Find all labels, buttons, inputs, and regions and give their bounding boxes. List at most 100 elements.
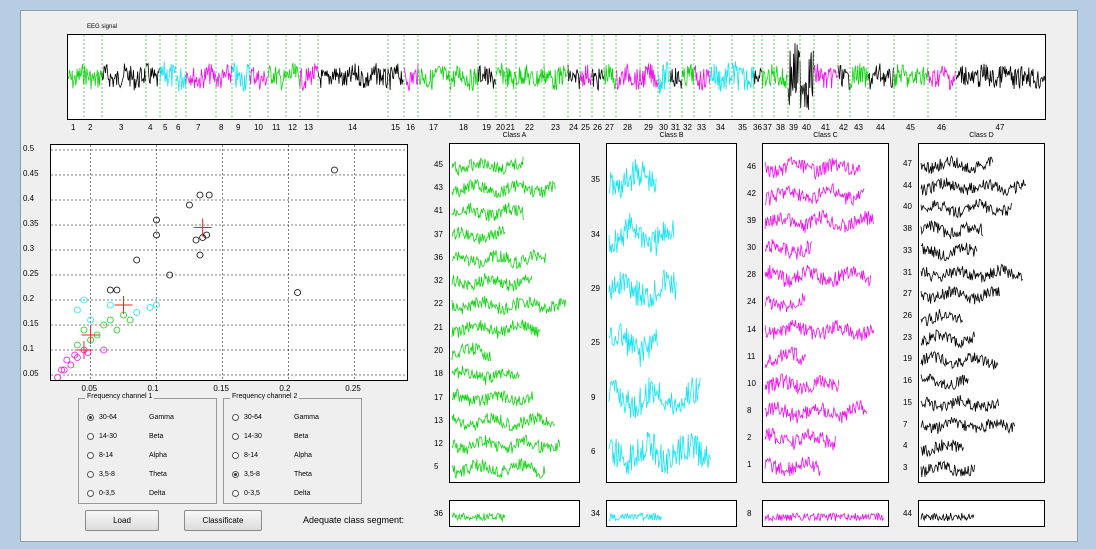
band-name: Delta	[149, 489, 166, 497]
class-segment-trace	[451, 342, 492, 362]
radio-alpha[interactable]: 8-14 Alpha	[87, 449, 212, 461]
class-segment-trace	[920, 155, 994, 174]
segment-label: 2	[747, 433, 752, 443]
radio-button-icon[interactable]	[87, 470, 94, 478]
eeg-segment-trace	[657, 61, 671, 94]
radio-button-icon[interactable]	[232, 413, 239, 421]
eeg-segment-trace	[591, 68, 605, 92]
eeg-segment-label: 13	[304, 123, 313, 132]
adequate-trace	[608, 512, 663, 522]
eeg-segment-trace	[495, 63, 507, 84]
eeg-segment-trace	[669, 68, 683, 89]
class-traces-svg	[608, 159, 711, 475]
scatter-point	[106, 301, 114, 309]
radio-gamma[interactable]: 30-64 Gamma	[232, 411, 357, 423]
radio-alpha[interactable]: 8-14 Alpha	[232, 449, 357, 461]
eeg-segment-label: 28	[623, 123, 632, 132]
y-tick-label: 0.2	[23, 294, 35, 303]
class-panel-b	[606, 143, 737, 483]
segment-label: 10	[747, 378, 756, 388]
eeg-segment-label: 43	[854, 123, 863, 132]
scatter-point	[113, 286, 121, 294]
band-name: Alpha	[294, 451, 312, 459]
eeg-segment-label: 44	[876, 123, 885, 132]
radio-theta[interactable]: 3,5-8 Theta	[232, 468, 357, 480]
radio-button-icon[interactable]	[232, 470, 239, 478]
eeg-segment-label: 39	[789, 123, 798, 132]
eeg-segment-trace	[285, 62, 301, 89]
scatter-point	[106, 286, 114, 294]
segment-label: 43	[434, 182, 443, 192]
adequate-segment-value: 44	[903, 509, 912, 518]
radio-button-icon[interactable]	[87, 451, 94, 459]
radio-beta[interactable]: 14-30 Beta	[87, 430, 212, 442]
scatter-point	[196, 251, 204, 259]
eeg-segment-trace	[955, 63, 1045, 90]
radio-beta[interactable]: 14-30 Beta	[232, 430, 357, 442]
radio-button-icon[interactable]	[232, 489, 239, 497]
eeg-segment-trace	[893, 64, 928, 89]
eeg-segment-label: 31	[671, 123, 680, 132]
eeg-segment-trace	[543, 65, 569, 91]
eeg-segment-trace	[867, 63, 895, 90]
band-name: Gamma	[294, 413, 319, 421]
class-panel-title: Class D	[969, 132, 994, 139]
segment-label: 26	[903, 311, 912, 320]
radio-button-icon[interactable]	[87, 413, 94, 421]
radio-theta[interactable]: 3,5-8 Theta	[87, 468, 212, 480]
radio-delta[interactable]: 0-3,5 Delta	[232, 487, 357, 499]
scatter-point	[186, 201, 193, 209]
adequate-segment-value: 34	[591, 509, 600, 518]
segment-label: 3	[903, 463, 908, 473]
class-segment-trace	[920, 285, 1000, 305]
radio-button-icon[interactable]	[87, 432, 94, 440]
segment-label: 37	[434, 229, 443, 239]
y-tick-label: 0.4	[23, 194, 35, 203]
x-tick-label: 0.05	[81, 384, 98, 393]
class-panel-a	[449, 143, 580, 483]
scatter-point	[67, 361, 75, 369]
radio-button-icon[interactable]	[87, 489, 94, 497]
radio-button-icon[interactable]	[232, 432, 239, 440]
load-button[interactable]: Load	[85, 510, 159, 531]
class-panel-c	[762, 143, 889, 483]
eeg-segment-label: 45	[906, 123, 915, 132]
segment-label: 33	[903, 245, 912, 255]
class-segment-trace	[920, 417, 1015, 434]
eeg-segment-label: 21	[506, 123, 515, 132]
eeg-segment-label: 42	[839, 123, 848, 132]
radio-delta[interactable]: 0-3,5 Delta	[87, 487, 212, 499]
adequate-segment-plot	[762, 500, 889, 527]
segment-label: 9	[591, 392, 596, 402]
scatter-point	[294, 289, 301, 296]
frequency-range: 8-14	[99, 451, 114, 459]
class-segment-trace	[764, 319, 875, 341]
class-segment-trace	[608, 323, 659, 368]
eeg-segment-label: 40	[802, 123, 811, 132]
scatter-point	[54, 374, 61, 380]
frequency-channel-2-group: Frequency channel 2 30-64 Gamma 14-30 Beta 8…	[223, 393, 362, 504]
eeg-segment-trace	[449, 65, 479, 91]
eeg-segment-trace	[505, 66, 517, 90]
segment-label: 44	[903, 180, 912, 190]
classificate-button[interactable]: Classificate	[184, 510, 262, 531]
eeg-segment-label: 4	[148, 123, 153, 132]
scatter-point	[60, 366, 68, 374]
class-segment-trace	[451, 388, 534, 407]
eeg-title: EEG signal	[87, 24, 118, 30]
scatter-point	[192, 236, 200, 244]
segment-label: 15	[903, 397, 912, 407]
class-segment-trace	[451, 319, 541, 339]
band-name: Alpha	[149, 451, 167, 459]
eeg-segment-label: 25	[581, 123, 590, 132]
eeg-segment-trace	[215, 64, 232, 89]
eeg-segment-label: 10	[254, 123, 263, 132]
radio-gamma[interactable]: 30-64 Gamma	[87, 411, 212, 423]
adequate-class-label: Adequate class segment:	[303, 515, 405, 525]
frequency-channel-2-title: Frequency channel 2	[230, 393, 300, 400]
eeg-segment-label: 35	[738, 123, 747, 132]
frequency-channel-1-title: Frequency channel 1	[85, 393, 155, 400]
segment-label: 47	[903, 158, 912, 168]
adequate-trace-svg	[764, 512, 884, 523]
radio-button-icon[interactable]	[232, 451, 239, 459]
